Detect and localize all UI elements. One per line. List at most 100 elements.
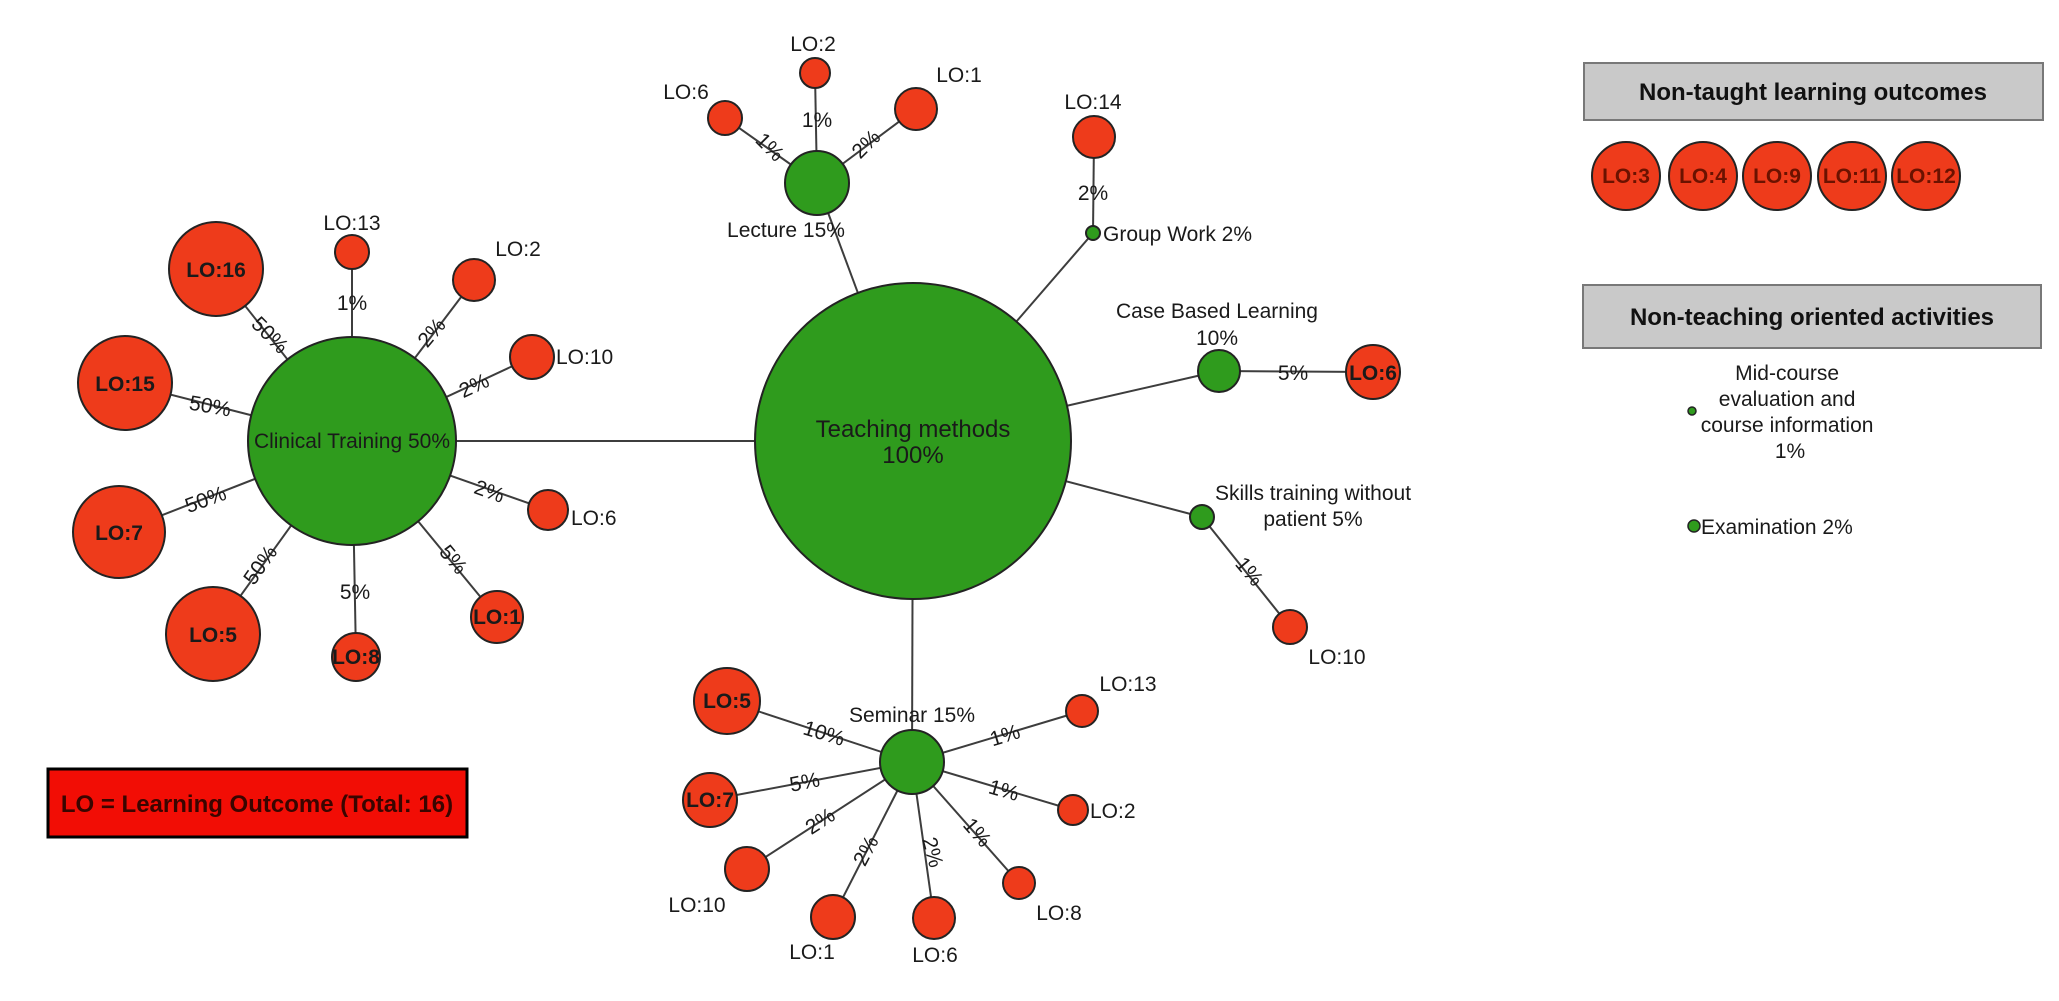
node-sem-lo8	[1002, 866, 1036, 900]
node-lo14	[1072, 115, 1116, 159]
label-cl-lo7: LO:7	[95, 522, 143, 545]
node-skills	[1189, 504, 1215, 530]
edge-label-clinical-cl-lo13: 1%	[337, 292, 367, 315]
legend-node-lo12	[1891, 141, 1961, 211]
node-cl-lo13	[334, 234, 370, 270]
edge-label-clinical-cl-lo10: 2%	[456, 369, 493, 403]
non-taught-circles: LO:3 LO:4 LO:9 LO:11 LO:12	[1591, 141, 1961, 211]
graph-layer: Teaching methods 100% Clinical Training 50…	[72, 33, 1411, 967]
legend-node-lo11	[1817, 141, 1887, 211]
node-sk-lo10	[1272, 609, 1308, 645]
legend-non-teaching: Non-teaching oriented activities Mid-cou…	[1582, 284, 2042, 539]
node-sem-lo7	[682, 772, 738, 828]
label-sem-lo10: LO:10	[668, 894, 725, 917]
midcourse-line-1: Mid-course	[1735, 362, 1839, 385]
legend-node-lo9	[1742, 141, 1812, 211]
label-cl-lo8: LO:8	[332, 646, 380, 669]
legend-node-label-lo12: LO:12	[1896, 165, 1956, 188]
legend-node-label-lo9: LO:9	[1753, 165, 1801, 188]
label-sem-lo13: LO:13	[1099, 673, 1156, 696]
legend-node-label-lo11: LO:11	[1823, 165, 1882, 188]
node-sem-lo1	[810, 894, 856, 940]
node-lecture	[784, 150, 850, 216]
node-cl-lo15	[77, 335, 173, 431]
midcourse-line-4: 1%	[1775, 440, 1805, 463]
label-cbl-lo6: LO:6	[1349, 362, 1397, 385]
edge-label-lecture-lec-lo6: 1%	[751, 129, 789, 167]
label-lec-lo1: LO:1	[936, 64, 982, 87]
legend-node-label-lo4: LO:4	[1679, 165, 1727, 188]
label-cbl: Case Based Learning 10%	[1116, 300, 1318, 350]
edge-label-seminar-sem-lo13: 1%	[987, 720, 1023, 751]
examination-label: Examination 2%	[1701, 516, 1853, 539]
node-lec-lo2	[799, 57, 831, 89]
label-cl-lo2: LO:2	[495, 238, 541, 261]
edge-label-seminar-sem-lo5: 10%	[800, 717, 847, 751]
node-sem-lo6	[912, 896, 956, 940]
annotation-box	[46, 767, 469, 839]
legend-non-taught: Non-taught learning outcomes LO:3 LO:4 LO:…	[1583, 62, 2044, 211]
label-lecture: Lecture 15%	[727, 219, 845, 242]
node-cl-lo2	[452, 258, 496, 302]
legend-node-label-lo3: LO:3	[1602, 165, 1650, 188]
node-cbl	[1197, 349, 1241, 393]
label-sem-lo2: LO:2	[1090, 800, 1136, 823]
node-seminar	[879, 729, 945, 795]
edge-label-seminar-sem-lo6: 2%	[917, 835, 947, 870]
node-cl-lo16	[168, 221, 264, 317]
node-sem-lo10	[724, 846, 770, 892]
edge-label-seminar-sem-lo1: 2%	[849, 832, 884, 870]
midcourse-dot	[1687, 406, 1697, 416]
node-cl-lo5	[165, 586, 261, 682]
label-cl-lo15: LO:15	[95, 373, 155, 396]
label-clinical: Clinical Training 50%	[254, 430, 450, 453]
edge-label-clinical-cl-lo6: 2%	[471, 476, 507, 508]
edge-label-clinical-cl-lo7: 50%	[182, 482, 229, 518]
label-lec-lo2: LO:2	[790, 33, 836, 56]
label-sem-lo6: LO:6	[912, 944, 958, 967]
edge-label-seminar-sem-lo7: 5%	[788, 768, 822, 796]
label-lo14: LO:14	[1064, 91, 1122, 114]
node-cl-lo10	[509, 334, 555, 380]
label-teaching: Teaching methods 100%	[816, 416, 1011, 469]
node-cbl-lo6	[1345, 344, 1401, 400]
edge-label-lecture-lec-lo1: 2%	[848, 126, 886, 164]
label-sem-lo8: LO:8	[1036, 902, 1082, 925]
node-cl-lo8	[331, 632, 381, 682]
non-teaching-header-box	[1582, 284, 2042, 349]
node-teaching	[754, 282, 1072, 600]
node-cl-lo7	[72, 485, 166, 579]
legend-node-lo3	[1591, 141, 1661, 211]
edge-label-clinical-cl-lo15: 50%	[187, 392, 232, 422]
label-sk-lo10: LO:10	[1308, 646, 1365, 669]
label-sem-lo1: LO:1	[789, 941, 835, 964]
annotation-text: LO = Learning Outcome (Total: 16)	[61, 791, 453, 818]
legend-node-lo4	[1668, 141, 1738, 211]
edge-skills-sk-lo10	[1201, 516, 1291, 628]
non-taught-header-box	[1583, 62, 2044, 121]
label-cl-lo1: LO:1	[473, 606, 521, 629]
label-seminar: Seminar 15%	[849, 704, 975, 727]
node-sem-lo13	[1065, 694, 1099, 728]
node-lec-lo1	[894, 87, 938, 131]
node-cl-lo1	[470, 590, 524, 644]
node-sem-lo2	[1057, 794, 1089, 826]
examination-dot	[1687, 519, 1701, 533]
edge-label-seminar-sem-lo2: 1%	[986, 776, 1022, 806]
edge-seminar-sem-lo7	[709, 761, 913, 801]
node-sem-lo5	[693, 667, 761, 735]
label-sem-lo5: LO:5	[703, 690, 751, 713]
label-groupwork: Group Work 2%	[1103, 223, 1252, 246]
edge-label-lecture-lec-lo2: 1%	[802, 109, 832, 132]
midcourse-label: Mid-course evaluation and course informa…	[1701, 362, 1880, 463]
node-groupwork	[1085, 225, 1101, 241]
label-lec-lo6: LO:6	[663, 81, 709, 104]
node-lec-lo6	[707, 100, 743, 136]
label-cl-lo5: LO:5	[189, 624, 237, 647]
label-cl-lo13: LO:13	[323, 212, 380, 235]
node-cl-lo6	[527, 489, 569, 531]
label-cl-lo10: LO:10	[556, 346, 613, 369]
edge-label-groupwork-lo14: 2%	[1078, 182, 1108, 205]
edge-label-cbl-cbl-lo6: 5%	[1278, 362, 1308, 385]
label-cl-lo16: LO:16	[186, 259, 246, 282]
